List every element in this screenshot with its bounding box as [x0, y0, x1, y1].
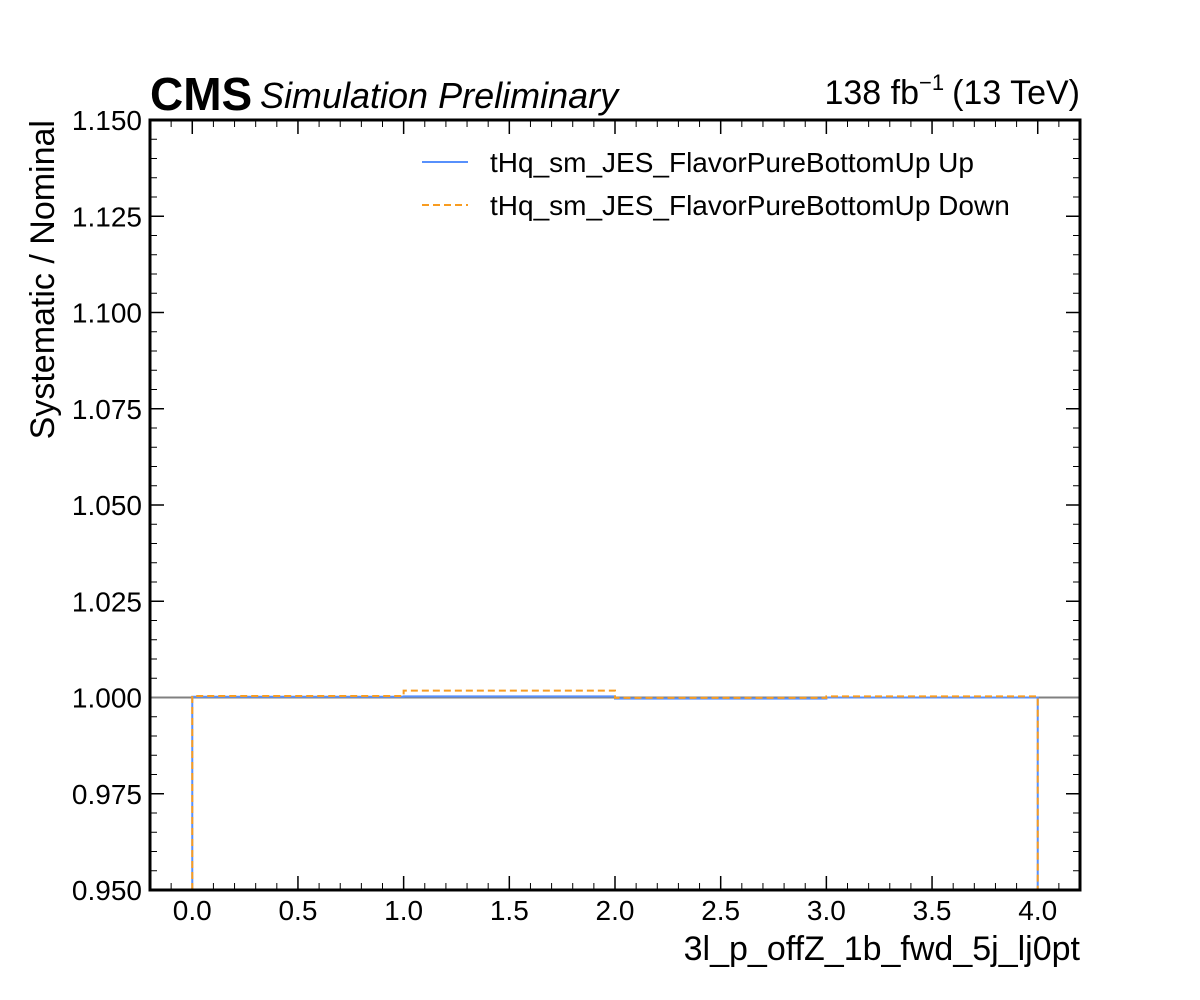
tick-labels: 0.0 0.5 1.0 1.5 2.0 2.5 3.0 3.5 4.0 0.950 0.975 1.0… — [72, 105, 1057, 926]
x-tick-label: 0.5 — [278, 895, 317, 926]
luminosity-exponent: −1 — [919, 70, 944, 95]
y-tick-label: 1.075 — [72, 394, 142, 425]
plot-frame — [148, 118, 1082, 892]
luminosity-value: 138 fb — [824, 74, 919, 112]
y-tick-label: 1.050 — [72, 490, 142, 521]
x-axis-label: 3l_p_offZ_1b_fwd_5j_lj0pt — [684, 930, 1081, 968]
energy-label: (13 TeV) — [952, 74, 1080, 112]
experiment-label: CMS — [150, 68, 252, 120]
x-tick-label: 3.0 — [807, 895, 846, 926]
legend: tHq_sm_JES_FlavorPureBottomUp Up tHq_sm_J… — [422, 147, 1010, 221]
y-tick-label: 1.000 — [72, 683, 142, 714]
y-tick-label: 1.125 — [72, 201, 142, 232]
y-tick-label: 1.150 — [72, 105, 142, 136]
x-tick-label: 1.0 — [384, 895, 423, 926]
x-tick-label: 3.5 — [913, 895, 952, 926]
y-tick-label: 1.100 — [72, 298, 142, 329]
x-tick-label: 2.5 — [701, 895, 740, 926]
legend-label: tHq_sm_JES_FlavorPureBottomUp Down — [490, 190, 1010, 221]
y-tick-label: 1.025 — [72, 586, 142, 617]
axes-frame — [148, 118, 1082, 892]
x-tick-label: 2.0 — [596, 895, 635, 926]
series-line-up — [191, 695, 1039, 890]
status-label: Simulation Preliminary — [260, 75, 620, 116]
x-tick-label: 4.0 — [1018, 895, 1057, 926]
x-tick-label: 1.5 — [490, 895, 529, 926]
legend-label: tHq_sm_JES_FlavorPureBottomUp Up — [490, 147, 974, 178]
axis-ticks — [150, 119, 1080, 891]
y-tick-label: 0.950 — [72, 875, 142, 906]
x-tick-label: 0.0 — [173, 895, 212, 926]
series-line-down — [191, 689, 1039, 890]
y-tick-label: 0.975 — [72, 779, 142, 810]
luminosity-label: 138 fb−1 (13 TeV) — [824, 70, 1080, 112]
y-axis-label: Systematic / Nominal — [24, 120, 62, 439]
series-layer — [150, 689, 1080, 890]
